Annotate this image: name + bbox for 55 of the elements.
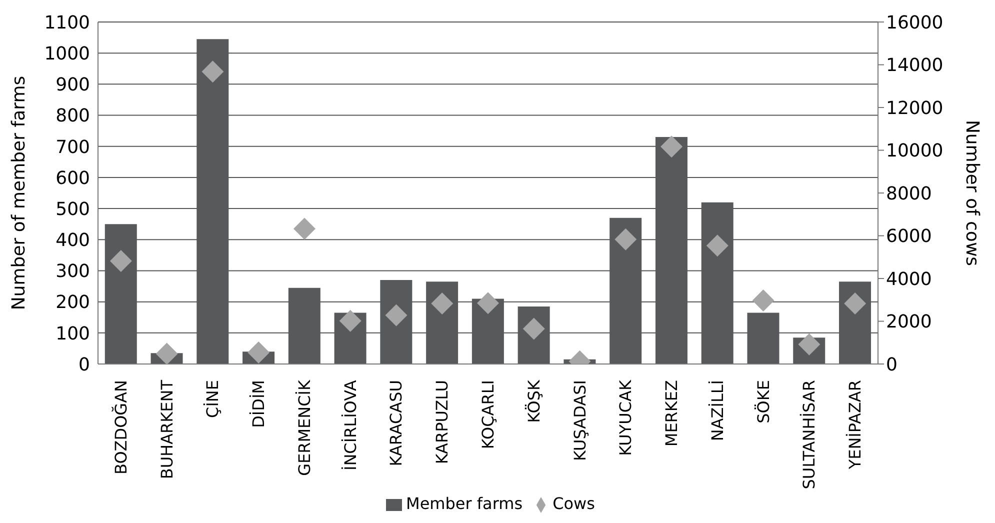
x-tick-label: ÇİNE	[203, 380, 222, 418]
y-tick-label: 200	[56, 292, 90, 314]
legend-label: Cows	[552, 494, 595, 513]
point	[339, 310, 362, 332]
x-tick-label: SÖKE	[754, 380, 773, 424]
y2-tick-label: 12000	[886, 98, 944, 119]
y2-tick-label: 6000	[886, 226, 932, 248]
point	[248, 341, 270, 364]
x-tick-label: BOZDOĞAN	[111, 380, 130, 474]
x-tick-label: NAZİLLİ	[708, 380, 727, 442]
point	[614, 228, 637, 250]
point	[844, 292, 866, 315]
y2-tick-label: 4000	[886, 268, 932, 290]
y2-axis-title: Number of cows	[962, 120, 983, 266]
point	[752, 290, 774, 312]
point	[706, 234, 728, 257]
x-tick-label: KARACASU	[386, 380, 406, 466]
y-tick-label: 600	[56, 168, 90, 189]
y-tick-label: 800	[56, 106, 90, 127]
x-tick-label: BUHARKENT	[157, 380, 176, 480]
point	[660, 136, 683, 158]
y2-tick-label: 10000	[886, 140, 944, 162]
legend-label: Member farms	[406, 494, 523, 513]
point	[110, 250, 132, 272]
y-tick-label: 1100	[44, 12, 90, 34]
x-tick-label: YENİPAZAR	[846, 380, 865, 470]
point	[431, 292, 454, 315]
y2-tick-label: 2000	[886, 312, 932, 333]
y-axis-title: Number of member farms	[8, 76, 30, 310]
point	[156, 342, 178, 364]
y2-tick-label: 0	[886, 354, 898, 376]
x-tick-label: KÖŞK	[524, 379, 544, 423]
y-tick-label: 1000	[44, 43, 90, 64]
y2-tick-label: 14000	[886, 55, 944, 76]
x-tick-label: KOÇARLI	[478, 380, 498, 450]
x-tick-label: DİDİM	[249, 380, 268, 428]
x-tick-label: KUYUCAK	[616, 380, 636, 456]
y-tick-label: 0	[78, 354, 90, 376]
y2-tick-label: 8000	[886, 183, 932, 204]
x-tick-label: KUŞADASI	[570, 380, 590, 462]
x-tick-label: GERMENCİK	[294, 379, 314, 476]
point	[202, 60, 224, 83]
y-tick-label: 500	[56, 198, 90, 220]
y-tick-label: 400	[56, 230, 90, 252]
x-tick-label: KARPUZLU	[432, 380, 452, 464]
y-tick-label: 900	[56, 74, 90, 96]
x-tick-label: İNCİRLİOVA	[340, 380, 360, 471]
y2-tick-label: 16000	[886, 12, 944, 34]
y-tick-label: 100	[56, 323, 90, 344]
x-tick-label: MERKEZ	[662, 380, 682, 447]
y-tick-label: 700	[56, 136, 90, 158]
point	[293, 218, 316, 240]
y-tick-label: 300	[56, 261, 90, 282]
x-tick-label: SULTANHİSAR	[800, 380, 819, 490]
point	[477, 292, 499, 314]
